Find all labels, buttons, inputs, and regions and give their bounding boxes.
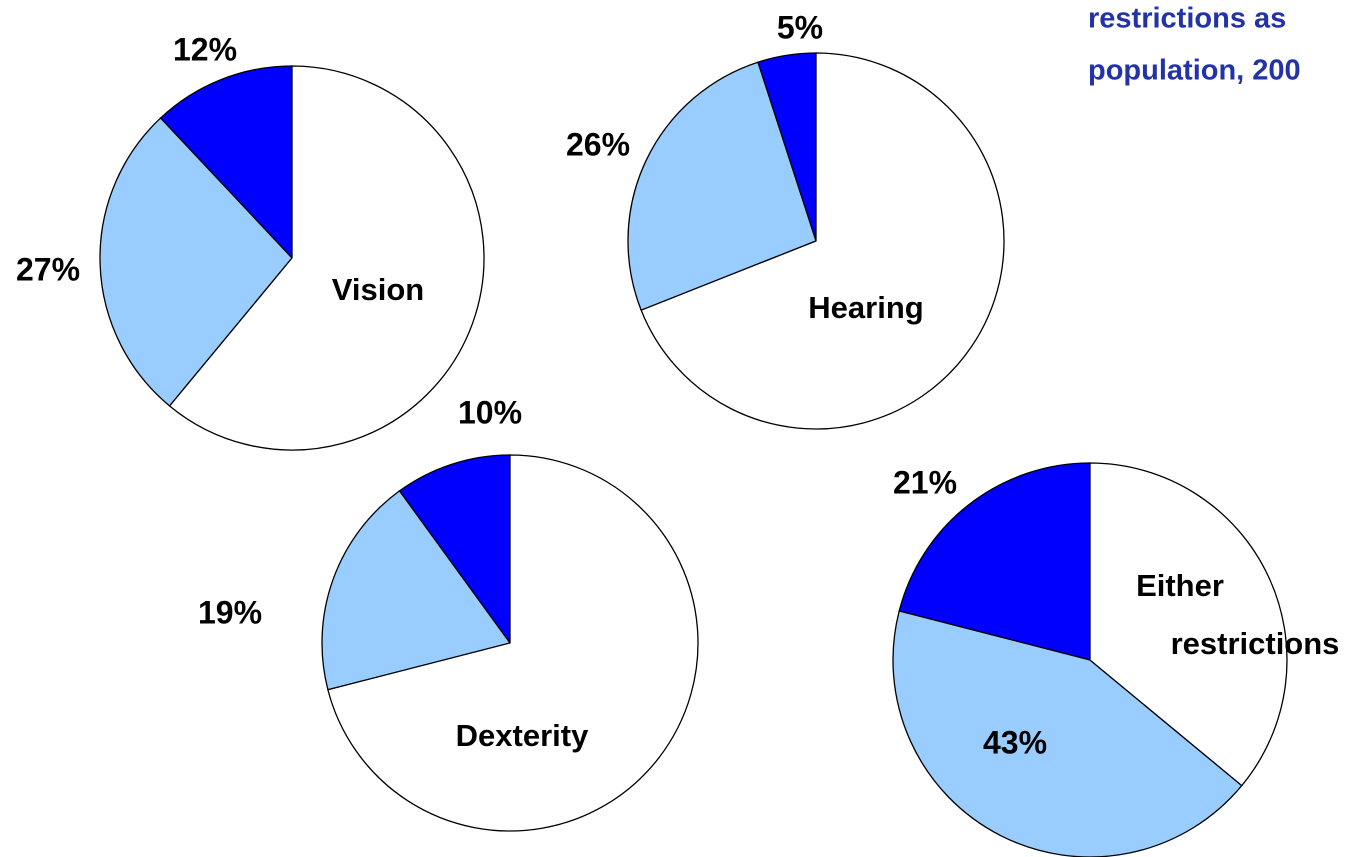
pie-slice [640,52,1005,430]
pie-slice [892,610,1243,857]
pie-slice [327,454,699,832]
pie-slice [321,489,512,691]
data-label: 21% [893,464,957,500]
pie-slice [159,65,293,260]
pie-label: restrictions [1171,626,1340,661]
pie-label: Either [1136,568,1224,603]
pie-slice [99,117,293,407]
pie-slice [898,462,1091,661]
data-label: 26% [566,126,630,162]
data-label: 43% [983,724,1047,760]
data-label: 12% [173,31,237,67]
pie-label: Vision [332,272,424,307]
pie-label: Dexterity [456,718,589,753]
pie-slice [1089,462,1288,787]
title-line: restrictions as [1088,3,1286,35]
pie-slice [398,454,511,646]
data-label: 10% [458,394,522,430]
pie-slice [168,65,485,451]
title-line: population, 200 [1088,55,1301,87]
pie-label: Hearing [808,290,923,325]
data-label: 27% [16,251,80,287]
data-label: 19% [198,594,262,630]
data-label: 5% [777,9,823,45]
pie-slice [627,61,817,312]
